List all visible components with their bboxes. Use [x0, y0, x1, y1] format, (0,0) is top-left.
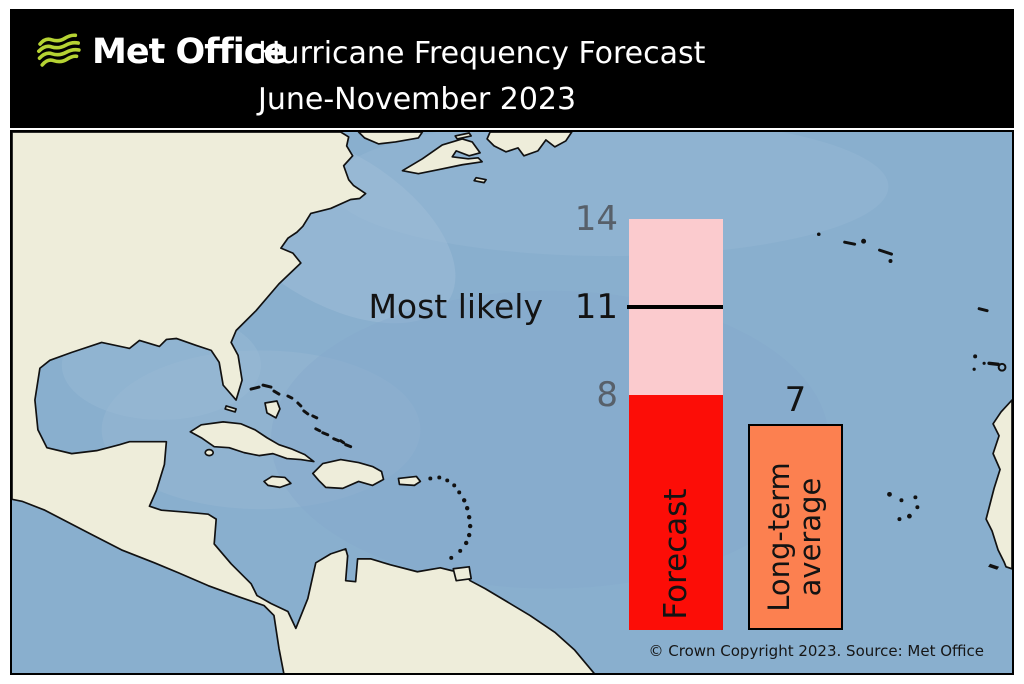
- chart-subtitle: June-November 2023: [258, 82, 577, 117]
- madeira-canary-islands: [972, 307, 1007, 372]
- met-office-logo-text: Met Office: [92, 32, 287, 72]
- long-term-average-bar-label: Long-term average: [762, 447, 827, 627]
- tick-label-8: 8: [596, 375, 618, 416]
- forecast-solid-bar: [629, 395, 723, 630]
- avg-label-line1: Long-term: [762, 462, 796, 612]
- puerto-rico: [397, 475, 422, 487]
- jamaica: [263, 475, 292, 489]
- anticosti-island: [454, 132, 473, 140]
- newfoundland: [486, 132, 573, 157]
- avg-label-line2: average: [793, 477, 827, 597]
- average-value-label: 7: [784, 380, 807, 421]
- north-america-landmass: [12, 132, 595, 673]
- bahamas-chain: [249, 383, 353, 449]
- trinidad: [452, 565, 473, 582]
- hispaniola: [311, 458, 385, 490]
- cape-verde-islands: [887, 491, 1000, 570]
- chart-title: Hurricane Frequency Forecast: [258, 36, 706, 71]
- nova-scotia: [401, 138, 483, 175]
- azores-islands: [816, 232, 893, 264]
- met-office-logo: Met Office: [34, 29, 287, 75]
- header-titles: Hurricane Frequency Forecast June-Novemb…: [258, 31, 705, 123]
- cuba: [189, 421, 315, 463]
- header-bar: Met Office Hurricane Frequency Forecast …: [10, 9, 1014, 128]
- tick-label-11: 11: [574, 287, 618, 328]
- sable-island: [473, 176, 487, 184]
- long-term-average-bar: [748, 424, 843, 630]
- lesser-antilles-arc: [428, 475, 473, 560]
- west-africa: [985, 399, 1012, 570]
- copyright-notice: © Crown Copyright 2023. Source: Met Offi…: [648, 642, 984, 660]
- florida-keys: [224, 405, 237, 413]
- met-office-waves-icon: [37, 33, 81, 67]
- forecast-bar-label: Forecast: [658, 488, 694, 620]
- most-likely-annotation: Most likely: [368, 287, 543, 327]
- most-likely-line: [627, 305, 723, 310]
- andros-island: [264, 400, 281, 419]
- tick-label-14: 14: [574, 198, 618, 239]
- isla-juventud: [204, 448, 215, 457]
- gaspe-land-strip: [357, 132, 424, 145]
